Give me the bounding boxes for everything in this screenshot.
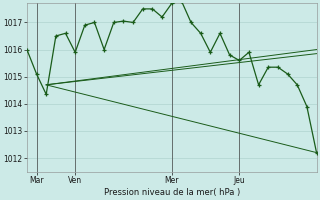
X-axis label: Pression niveau de la mer( hPa ): Pression niveau de la mer( hPa ) bbox=[104, 188, 240, 197]
